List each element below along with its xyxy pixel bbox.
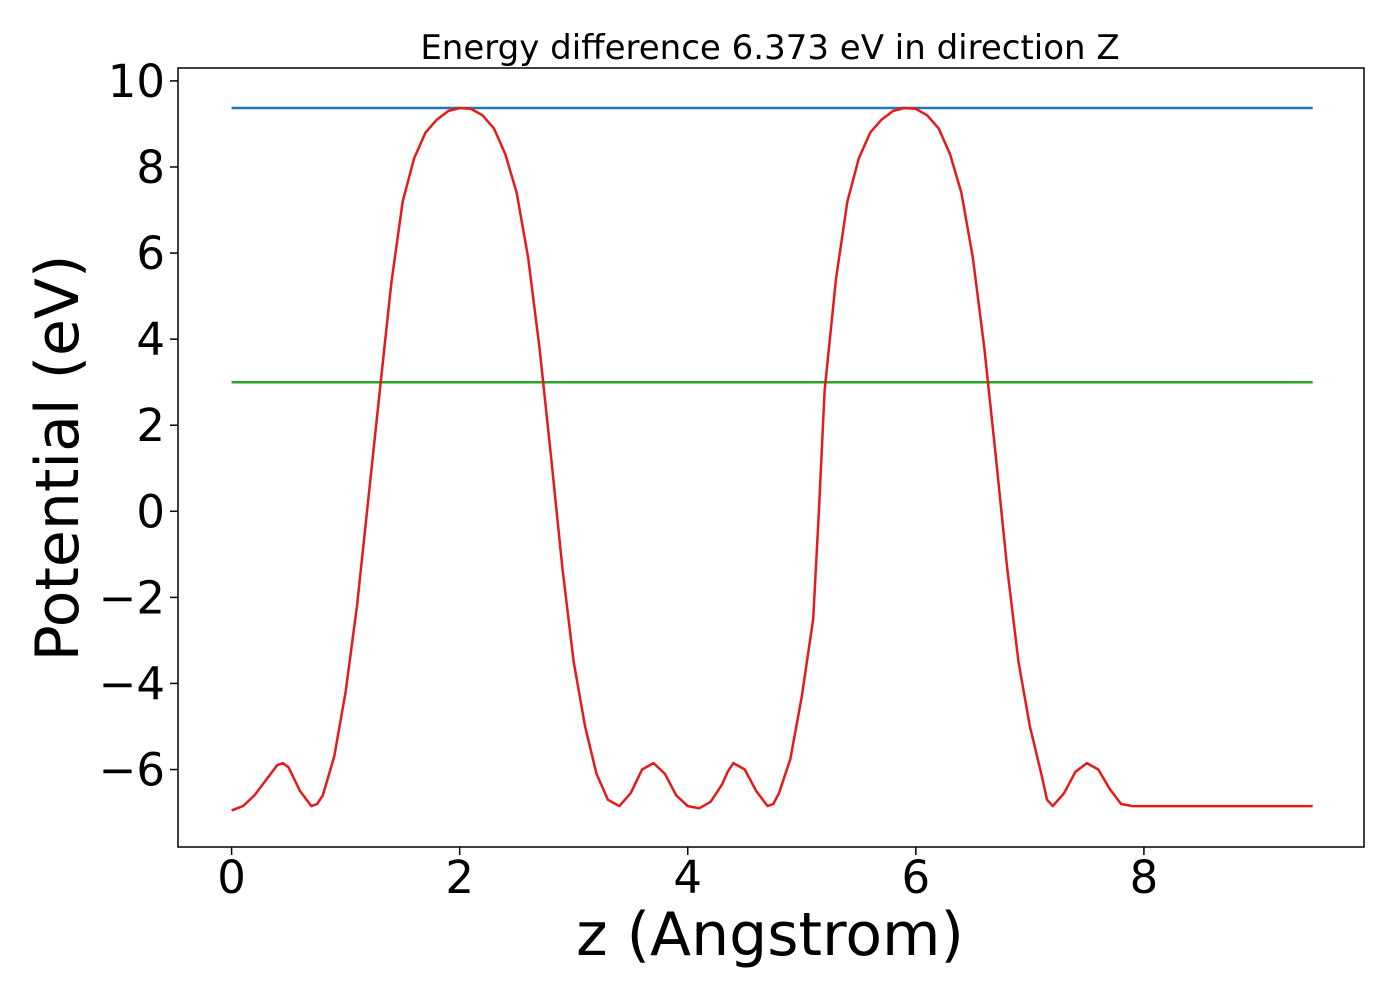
x-tick-label: 4	[673, 851, 702, 904]
series-line-0	[231, 106, 1313, 812]
plot-lines	[231, 106, 1313, 812]
x-tick-label: 8	[1130, 851, 1159, 904]
y-tick-label: 6	[136, 227, 165, 280]
plot-frame	[177, 67, 1365, 848]
y-tick-label: 10	[108, 55, 165, 108]
x-axis-ticks: 0 2 4 6 8	[217, 847, 1158, 904]
x-tick-label: 6	[902, 851, 931, 904]
y-tick-label: −4	[99, 657, 165, 710]
y-tick-label: 4	[136, 313, 165, 366]
x-axis-label: z (Angstrom)	[576, 900, 964, 970]
y-tick-label: 0	[136, 485, 165, 538]
x-tick-label: 0	[217, 851, 246, 904]
y-axis-ticks: −6 −4 −2 0 2 4 6 8 10	[99, 55, 178, 797]
y-tick-label: −2	[99, 571, 165, 624]
y-tick-label: −6	[99, 744, 165, 797]
y-tick-label: 8	[136, 141, 165, 194]
chart-title: Energy difference 6.373 eV in direction …	[420, 28, 1119, 68]
x-tick-label: 2	[445, 851, 474, 904]
y-tick-label: 2	[136, 399, 165, 452]
y-axis-label: Potential (eV)	[23, 255, 93, 662]
